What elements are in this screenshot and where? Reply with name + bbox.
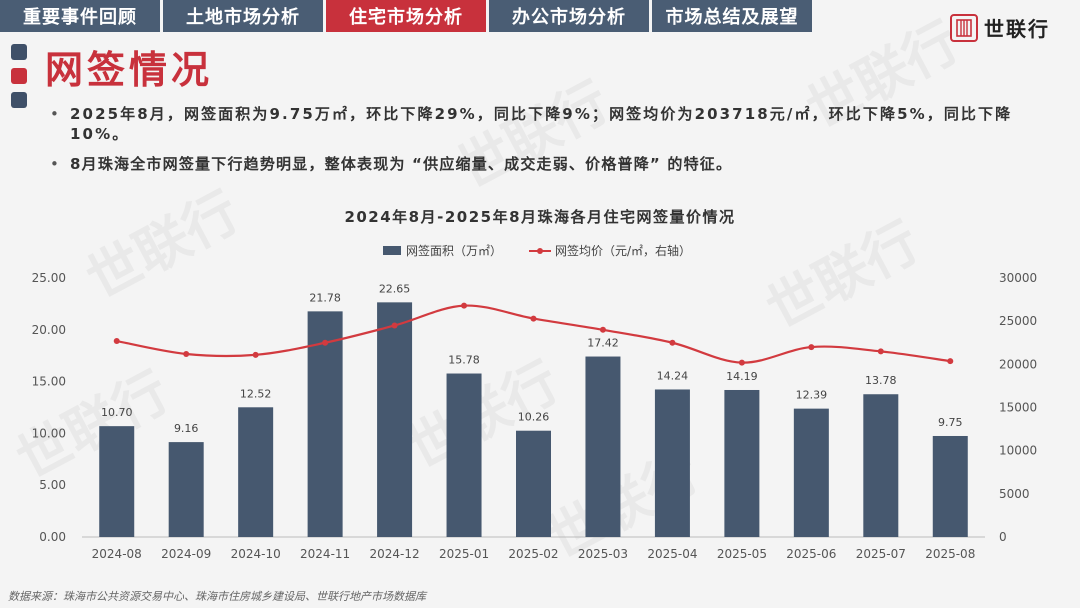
y-right-tick-label: 10000 xyxy=(999,444,1037,458)
y-left-tick-label: 5.00 xyxy=(39,478,66,492)
marker-square xyxy=(11,68,27,84)
bullet-dot: • xyxy=(50,155,61,173)
y-left-tick-label: 20.00 xyxy=(32,323,66,337)
x-tick-label: 2024-11 xyxy=(300,547,350,561)
marker-square xyxy=(11,92,27,108)
x-tick-label: 2025-07 xyxy=(856,547,906,561)
data-source-note: 数据来源：珠海市公共资源交易中心、珠海市住房城乡建设局、世联行地产市场数据库 xyxy=(8,590,426,603)
bar-value-label: 21.78 xyxy=(309,291,341,304)
bar xyxy=(516,430,551,537)
bullet-item: • 8月珠海全市网签量下行趋势明显，整体表现为 “供应缩量、成交走弱、价格普降”… xyxy=(50,154,1060,174)
bar-value-label: 12.52 xyxy=(240,387,272,400)
price-point xyxy=(461,302,468,309)
y-left-tick-label: 15.00 xyxy=(32,375,66,389)
price-point xyxy=(391,322,398,329)
legend-line-label: 网签均价（元/㎡，右轴） xyxy=(555,243,691,258)
bar xyxy=(99,426,135,537)
y-right-tick-label: 0 xyxy=(999,530,1007,544)
bullet-text: 8月珠海全市网签量下行趋势明显，整体表现为 “供应缩量、成交走弱、价格普降” 的… xyxy=(70,155,733,173)
legend-bar-swatch xyxy=(383,246,401,255)
bar-value-label: 12.39 xyxy=(796,389,828,402)
x-tick-label: 2025-05 xyxy=(717,547,767,561)
y-right-tick-label: 15000 xyxy=(999,401,1037,415)
bar-value-label: 9.75 xyxy=(938,416,963,429)
y-right-tick-label: 25000 xyxy=(999,314,1037,328)
y-left-tick-label: 10.00 xyxy=(32,426,66,440)
bar-value-label: 17.42 xyxy=(587,337,619,350)
bar-value-label: 10.26 xyxy=(518,411,550,424)
bullet-item: • 2025年8月，网签面积为9.75万㎡，环比下降29%，同比下降9%；网签均… xyxy=(50,104,1060,144)
bar xyxy=(238,407,274,537)
bar-value-label: 9.16 xyxy=(174,422,199,435)
x-tick-label: 2024-08 xyxy=(92,547,142,561)
bar-value-label: 10.70 xyxy=(101,406,133,419)
x-tick-label: 2025-08 xyxy=(925,547,975,561)
x-tick-label: 2024-12 xyxy=(370,547,420,561)
nav-tab[interactable]: 住宅市场分析 xyxy=(326,0,486,32)
nav-tab[interactable]: 市场总结及展望 xyxy=(652,0,812,32)
bar xyxy=(307,311,343,537)
bar xyxy=(585,356,621,537)
bar xyxy=(863,394,899,537)
section-title: 网签情况 xyxy=(45,48,214,92)
company-logo-text: 世联行 xyxy=(984,17,1050,41)
x-tick-label: 2025-03 xyxy=(578,547,628,561)
bullet-dot: • xyxy=(50,105,61,123)
bar-value-label: 14.19 xyxy=(726,370,758,383)
bar xyxy=(724,389,760,537)
price-point xyxy=(322,339,329,346)
x-tick-label: 2024-09 xyxy=(161,547,211,561)
price-point xyxy=(947,358,954,365)
legend-line-marker xyxy=(537,248,543,254)
price-point xyxy=(808,344,815,351)
bar-value-label: 14.24 xyxy=(657,369,689,382)
company-logo: 世联行 xyxy=(950,13,1050,42)
bar-value-label: 13.78 xyxy=(865,374,897,387)
x-tick-label: 2025-02 xyxy=(508,547,558,561)
price-point xyxy=(183,350,190,357)
y-right-tick-label: 30000 xyxy=(999,271,1037,285)
bar xyxy=(654,389,690,537)
chart-title: 2024年8月-2025年8月珠海各月住宅网签量价情况 xyxy=(344,208,735,226)
chart-legend: 网签面积（万㎡） 网签均价（元/㎡，右轴） xyxy=(383,243,691,258)
nav-tab[interactable]: 重要事件回顾 xyxy=(0,0,160,32)
price-point xyxy=(738,359,745,366)
section-marker xyxy=(11,44,29,116)
price-point xyxy=(113,338,120,345)
nav-tab[interactable]: 土地市场分析 xyxy=(163,0,323,32)
legend-bar-label: 网签面积（万㎡） xyxy=(406,243,502,258)
y-left-tick-label: 0.00 xyxy=(39,530,66,544)
price-point xyxy=(530,315,537,322)
bar-value-label: 22.65 xyxy=(379,282,411,295)
bar xyxy=(377,302,413,537)
bar xyxy=(793,408,829,537)
price-point xyxy=(599,326,606,333)
y-right-tick-label: 20000 xyxy=(999,357,1037,371)
price-point xyxy=(877,348,884,355)
bullet-text: 2025年8月，网签面积为9.75万㎡，环比下降29%，同比下降9%；网签均价为… xyxy=(70,105,1013,143)
bar-value-label: 15.78 xyxy=(448,354,480,367)
x-tick-label: 2025-04 xyxy=(647,547,697,561)
x-tick-label: 2024-10 xyxy=(231,547,281,561)
x-tick-label: 2025-06 xyxy=(786,547,836,561)
top-navigation: 重要事件回顾 土地市场分析 住宅市场分析 办公市场分析 市场总结及展望 xyxy=(0,0,812,32)
bar xyxy=(446,373,482,537)
price-point xyxy=(669,339,676,346)
price-line xyxy=(116,304,951,364)
y-left-tick-label: 25.00 xyxy=(32,271,66,285)
bar xyxy=(168,442,204,537)
y-right-tick-label: 5000 xyxy=(999,487,1030,501)
bar xyxy=(932,435,968,537)
marker-square xyxy=(11,44,27,60)
nav-tab[interactable]: 办公市场分析 xyxy=(489,0,649,32)
x-tick-label: 2025-01 xyxy=(439,547,489,561)
price-point xyxy=(252,351,259,358)
company-logo-icon xyxy=(950,13,978,42)
bullet-list: • 2025年8月，网签面积为9.75万㎡，环比下降29%，同比下降9%；网签均… xyxy=(50,104,1060,184)
